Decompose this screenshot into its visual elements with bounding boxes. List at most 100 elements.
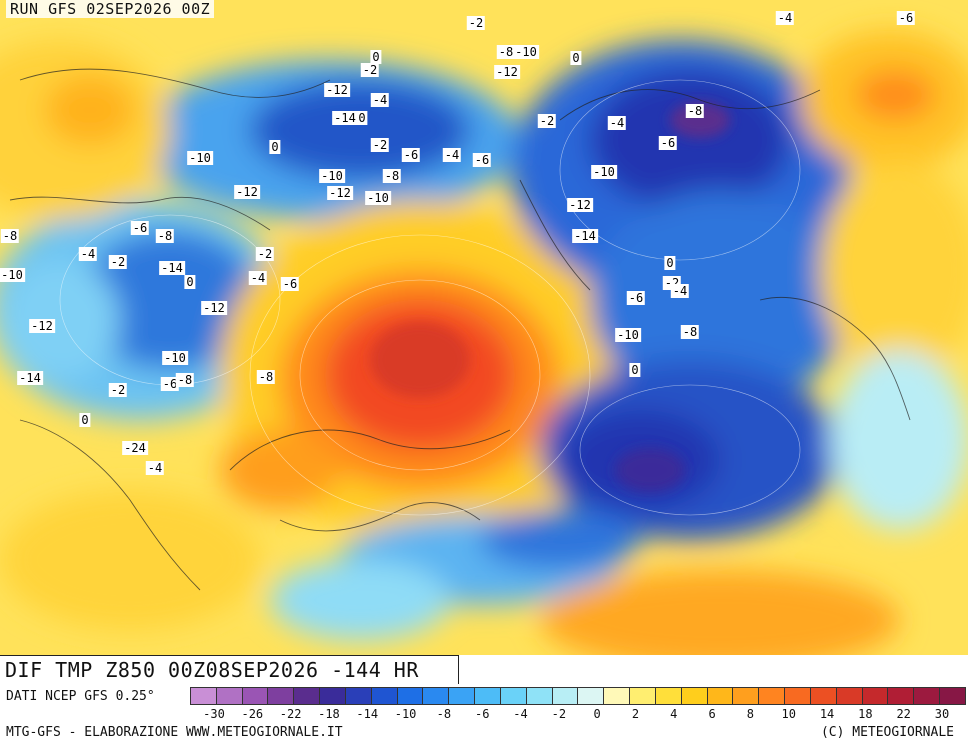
color-scale-swatch <box>345 688 372 704</box>
isotherm-value-label: -8 <box>256 370 276 384</box>
isotherm-value-label: -8 <box>0 229 20 243</box>
isotherm-value-label: 0 <box>570 51 582 65</box>
isotherm-value-label: -8 <box>155 229 175 243</box>
color-scale-swatch <box>604 688 631 704</box>
color-scale-tick: 14 <box>819 707 835 721</box>
isotherm-value-label: -6 <box>658 136 678 150</box>
isotherm-value-label: -4 <box>442 148 462 162</box>
isotherm-value-label: -8 <box>680 325 700 339</box>
color-scale-swatch <box>836 688 863 704</box>
isotherm-value-label: -2 <box>466 16 486 30</box>
isotherm-value-label: -2 <box>537 114 557 128</box>
color-scale-tick: -14 <box>356 707 379 721</box>
color-scale-tick: -22 <box>279 707 302 721</box>
isotherm-value-label: -10 <box>365 191 391 205</box>
color-scale-swatch <box>526 688 553 704</box>
color-scale-swatch <box>268 688 295 704</box>
isotherm-value-label: -10 <box>162 351 188 365</box>
isotherm-value-label: 0 <box>370 50 382 64</box>
color-scale-tick: 10 <box>781 707 796 721</box>
color-scale-swatch <box>785 688 811 704</box>
color-scale-tick: -10 <box>394 707 417 721</box>
isotherm-value-label: -12 <box>567 198 593 212</box>
color-scale-tick: 18 <box>858 707 873 721</box>
isotherm-value-label: -10 <box>319 169 345 183</box>
color-scale-tick: -6 <box>474 707 490 721</box>
color-scale-tick: 30 <box>934 707 950 721</box>
isotherm-value-label: -14 <box>17 371 43 385</box>
color-scale-swatch <box>320 688 346 704</box>
color-scale-tick: -2 <box>551 707 567 721</box>
color-scale-swatch <box>655 688 682 704</box>
isotherm-value-label: -10 <box>615 328 641 342</box>
isotherm-value-label: -2 <box>360 63 380 77</box>
isotherm-value-label: -12 <box>494 65 520 79</box>
color-scale-swatch <box>862 688 889 704</box>
isotherm-value-label: -6 <box>280 277 300 291</box>
run-label: RUN GFS 02SEP2026 00Z <box>6 0 215 18</box>
isotherm-value-label: -12 <box>201 301 227 315</box>
isotherm-value-label: -14 <box>159 261 185 275</box>
isotherm-value-label: -4 <box>145 461 165 475</box>
color-scale-swatch <box>630 688 656 704</box>
color-scale-tick: -8 <box>436 707 452 721</box>
isotherm-value-label: -8 <box>382 169 402 183</box>
footer: DATI NCEP GFS 0.25° -30 -26 -22 -18 -14 -10 -8… <box>0 684 968 745</box>
isotherm-value-label: -10 <box>513 45 539 59</box>
color-scale-swatch <box>191 688 217 704</box>
anomaly-detail <box>370 102 730 492</box>
color-scale-tick: 2 <box>631 707 640 721</box>
color-scale-swatch <box>423 688 450 704</box>
color-scale-swatch <box>397 688 424 704</box>
isotherm-value-label: -10 <box>591 165 617 179</box>
temperature-anomaly-map <box>0 0 968 655</box>
isotherm-value-label: -4 <box>607 116 627 130</box>
color-scale-swatch <box>216 688 243 704</box>
isotherm-value-label: -8 <box>175 373 195 387</box>
color-scale <box>190 687 966 705</box>
color-scale-tick: 8 <box>746 707 755 721</box>
isotherm-value-label: -4 <box>248 271 268 285</box>
color-scale-ticks: -30 -26 -22 -18 -14 -10 -8 -6 -4 -2 0 2 4 6 8 10 14 18 22 3… <box>190 707 966 723</box>
isotherm-value-label: -4 <box>78 247 98 261</box>
isotherm-value-label: 0 <box>184 275 196 289</box>
color-scale-swatch <box>500 688 527 704</box>
isotherm-value-label: -6 <box>896 11 916 25</box>
color-scale-swatch <box>552 688 579 704</box>
isotherm-value-label: -4 <box>670 284 690 298</box>
isotherm-value-label: -12 <box>324 83 350 97</box>
isotherm-value-label: -14 <box>332 111 358 125</box>
isotherm-value-label: 0 <box>664 256 676 270</box>
isotherm-value-label: -24 <box>122 441 148 455</box>
isotherm-value-label: 0 <box>79 413 91 427</box>
color-scale-swatch <box>294 688 321 704</box>
credit-left: MTG-GFS - ELABORAZIONE WWW.METEOGIORNALE… <box>6 725 343 740</box>
isotherm-value-label: -2 <box>255 247 275 261</box>
isotherm-value-label: -12 <box>234 185 260 199</box>
color-scale-tick: -4 <box>513 707 528 721</box>
color-scale-swatch <box>940 688 965 704</box>
color-scale-tick: 6 <box>708 707 716 721</box>
color-scale-swatch <box>733 688 760 704</box>
isotherm-value-label: -6 <box>626 291 646 305</box>
color-scale-tick: -18 <box>318 707 340 721</box>
credit-right: (C) METEOGIORNALE <box>820 725 954 740</box>
isotherm-value-label: -10 <box>187 151 213 165</box>
isotherm-value-label: -12 <box>327 186 353 200</box>
color-scale-tick: -30 <box>203 707 225 721</box>
color-scale-tick: -26 <box>241 707 264 721</box>
color-scale-swatch <box>242 688 269 704</box>
color-scale-swatch <box>371 688 398 704</box>
map-title: DIF TMP Z850 00Z08SEP2026 -144 HR <box>5 658 419 682</box>
isotherm-value-label: -14 <box>572 229 598 243</box>
color-scale-swatch <box>449 688 476 704</box>
title-box: DIF TMP Z850 00Z08SEP2026 -144 HR <box>0 655 459 685</box>
isotherm-value-label: 0 <box>356 111 368 125</box>
isotherm-value-label: -4 <box>775 11 795 25</box>
color-scale-swatch <box>914 688 941 704</box>
isotherm-value-label: -8 <box>496 45 516 59</box>
color-scale-swatch <box>681 688 708 704</box>
isotherm-value-label: -6 <box>472 153 492 167</box>
color-scale-swatch <box>578 688 605 704</box>
